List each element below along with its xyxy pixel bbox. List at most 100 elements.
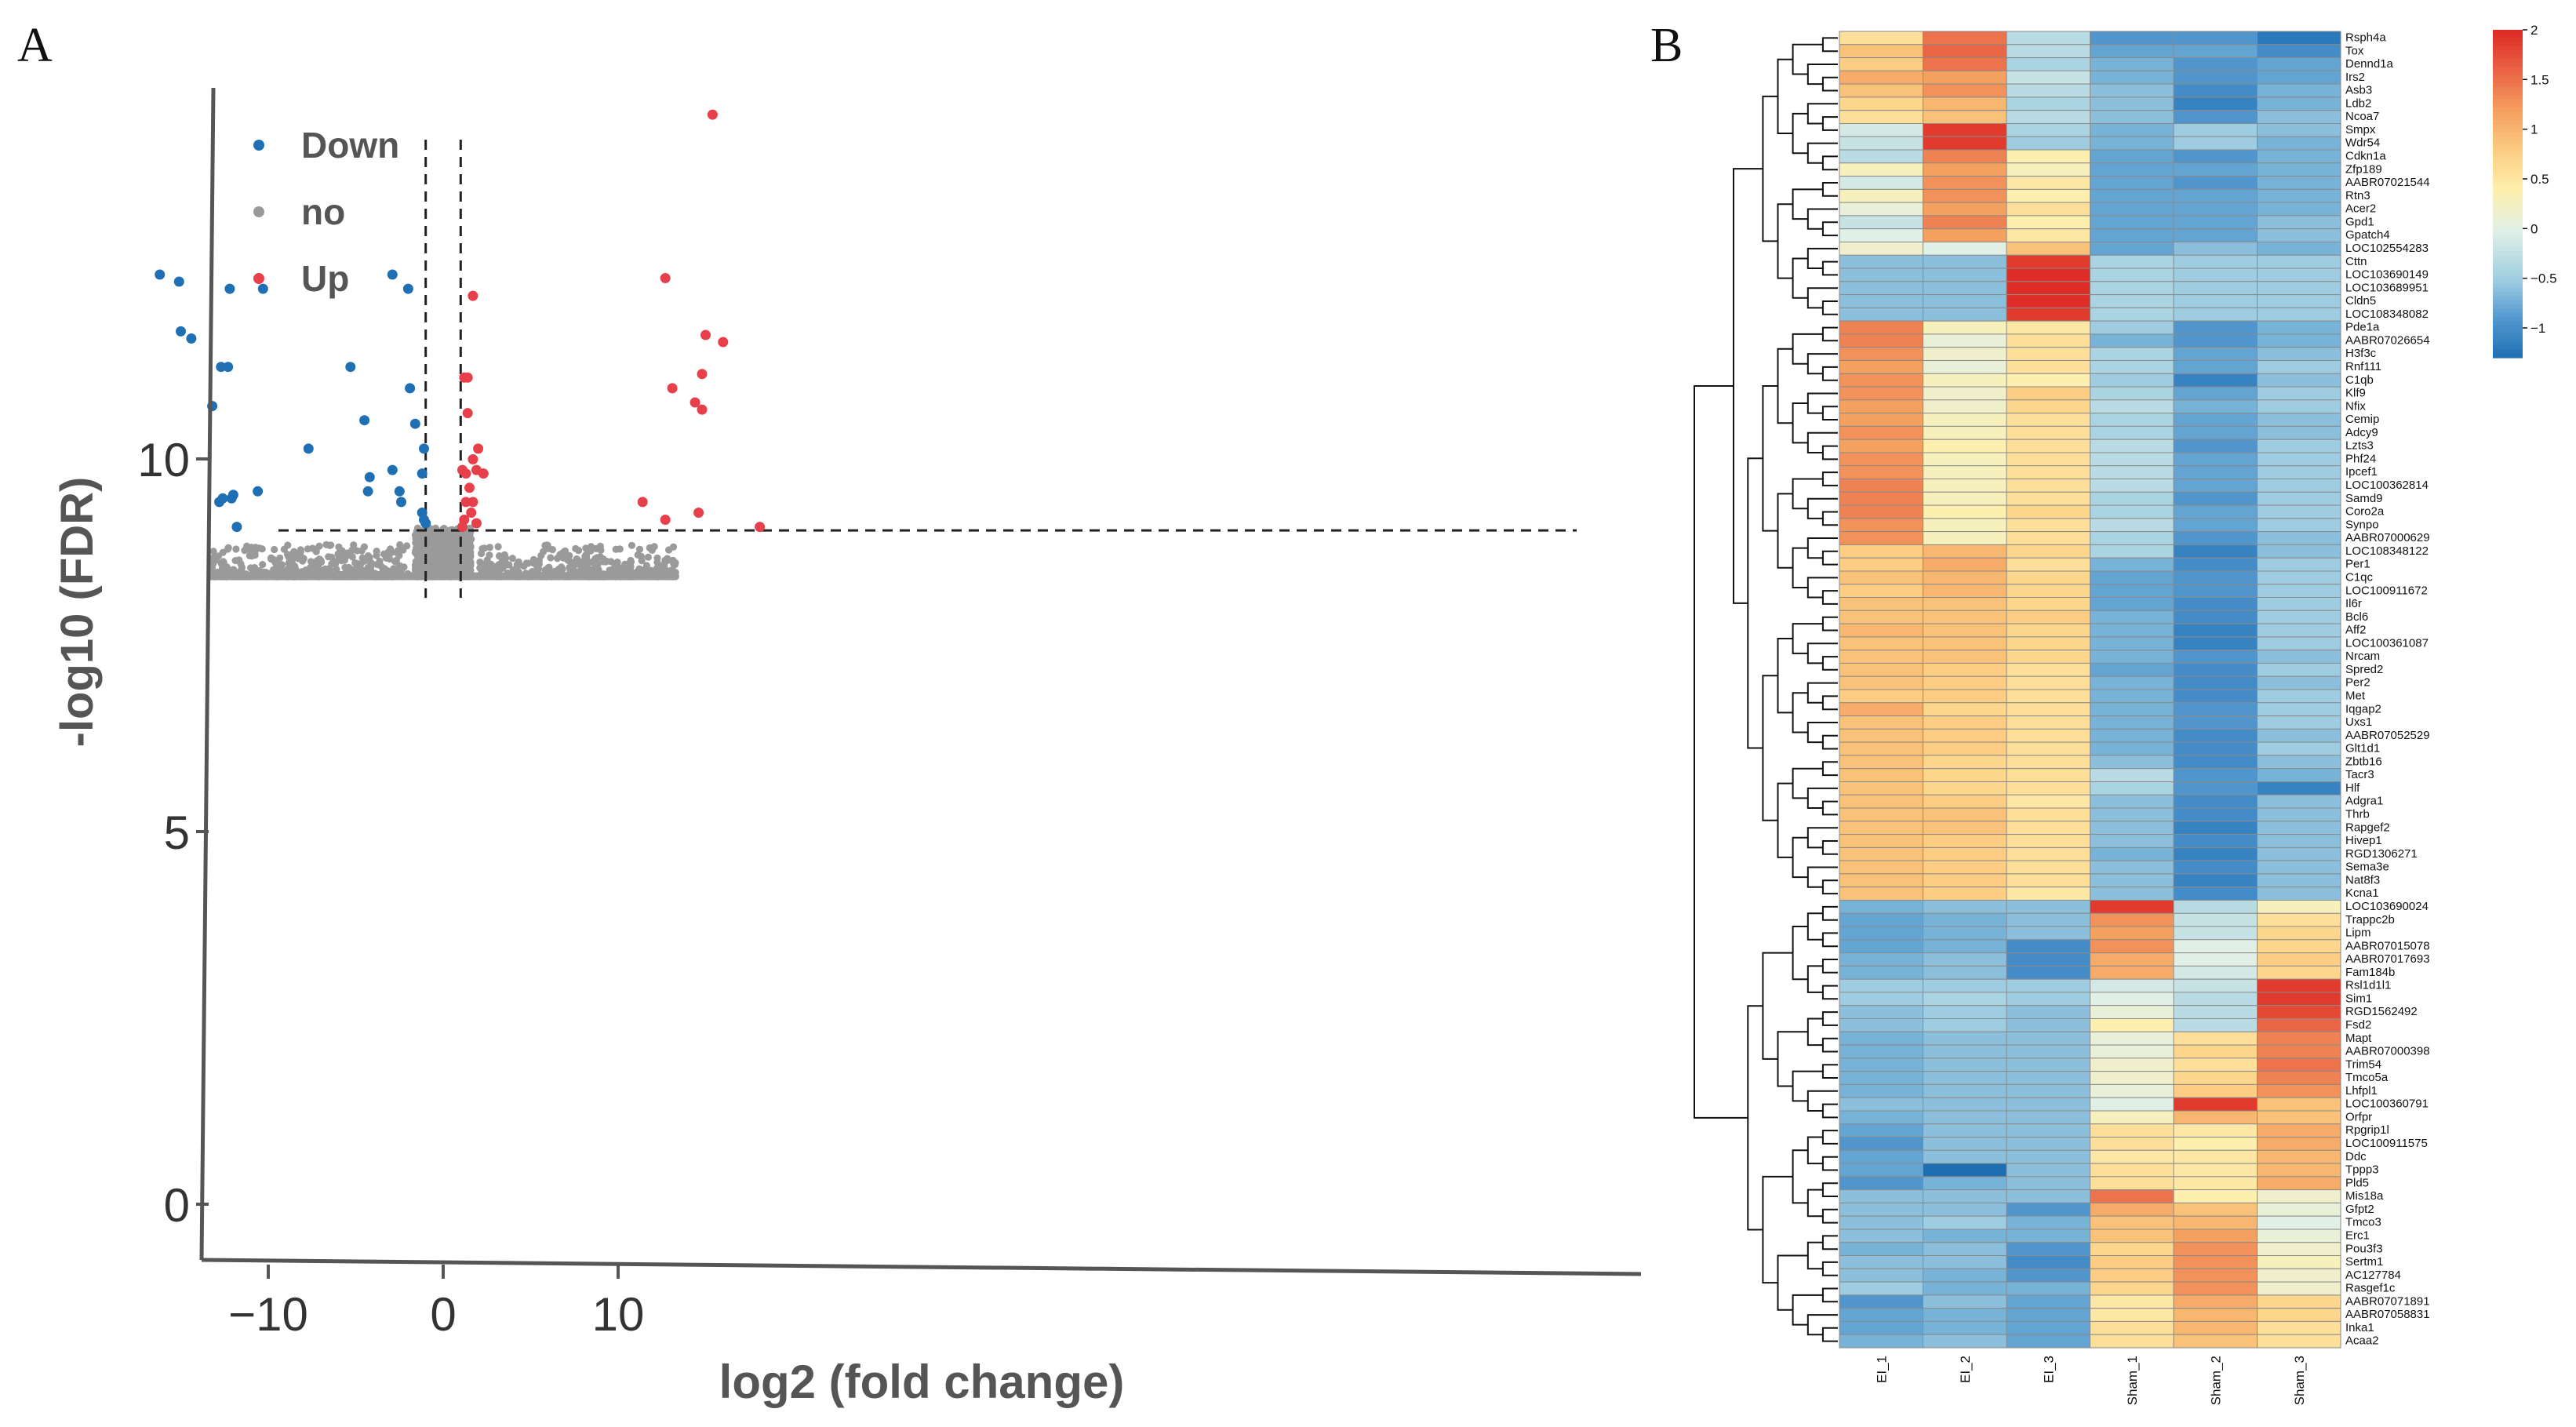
heatmap-cell <box>2257 1242 2341 1257</box>
point-down <box>217 493 228 504</box>
dendrogram-branch <box>1806 912 1823 941</box>
heatmap-cell <box>2257 1071 2341 1085</box>
dendrogram-branch <box>1821 734 1838 750</box>
colorbar-tick-label: −0.5 <box>2531 271 2557 286</box>
dendrogram-branch <box>1792 1070 1823 1102</box>
heatmap-cell <box>2257 900 2341 914</box>
heatmap-cell <box>2006 1334 2090 1349</box>
heatmap-cell <box>2173 149 2258 164</box>
colorbar-tick-label: 1.5 <box>2531 72 2549 87</box>
gene-label: Tox <box>2345 44 2364 57</box>
colorbar-segment <box>2493 214 2523 219</box>
heatmap-cell <box>1923 794 2007 809</box>
heatmap-cell <box>2257 1255 2341 1269</box>
heatmap-cell <box>2257 1176 2341 1191</box>
heatmap-cell <box>2173 992 2258 1007</box>
heatmap-cell <box>2257 846 2341 861</box>
heatmap-cell <box>1923 702 2007 717</box>
point-up <box>457 464 468 475</box>
gene-label: Rsl1d1l1 <box>2345 979 2391 992</box>
colorbar-segment <box>2493 316 2523 322</box>
heatmap-cell <box>2257 978 2341 993</box>
heatmap-cell <box>2090 1123 2174 1138</box>
dendrogram-branch <box>1806 103 1838 125</box>
point-no <box>267 554 275 562</box>
heatmap-cell <box>2006 1097 2090 1112</box>
point-no <box>277 562 285 570</box>
heatmap-cell <box>2090 636 2174 651</box>
colorbar-segment <box>2493 259 2523 264</box>
heatmap-cell <box>2173 281 2258 296</box>
heatmap-cell <box>1923 846 2007 861</box>
heatmap-cell <box>2173 755 2258 770</box>
heatmap-cell <box>2090 650 2174 664</box>
heatmap-cell <box>2257 465 2341 479</box>
heatmap-cell <box>2257 821 2341 835</box>
heatmap-cell <box>2006 57 2090 71</box>
heatmap-cell <box>2006 1229 2090 1243</box>
heatmap-cell <box>2173 1229 2258 1243</box>
point-no <box>426 545 434 553</box>
heatmap-cell <box>2257 570 2341 585</box>
heatmap-cell <box>2173 347 2258 361</box>
point-no <box>334 550 342 559</box>
heatmap-cell <box>1923 1334 2007 1349</box>
gene-label: Lhfpl1 <box>2345 1084 2378 1098</box>
dendrogram-branch <box>1821 1261 1838 1276</box>
dendrogram-branch <box>1806 208 1838 230</box>
heatmap-cell <box>2257 794 2341 809</box>
dendrogram-branch <box>1821 182 1838 197</box>
colorbar-segment <box>2493 353 2523 359</box>
gene-label: Ipcef1 <box>2345 465 2378 479</box>
heatmap-cell <box>2257 31 2341 46</box>
heatmap-cell <box>1839 886 1923 901</box>
dendrogram-branch <box>1821 37 1838 53</box>
heatmap-cell <box>1923 281 2007 296</box>
heatmap-cell <box>2006 123 2090 137</box>
point-no <box>276 554 284 562</box>
colorbar-segment <box>2493 87 2523 93</box>
sample-label: Sham_2 <box>2208 1356 2223 1405</box>
gene-label: H3f3c <box>2345 347 2377 360</box>
heatmap-cell <box>2173 465 2258 479</box>
heatmap-cell <box>1923 162 2007 177</box>
heatmap-cell <box>1923 1110 2007 1125</box>
heatmap-cell <box>1839 531 1923 545</box>
colorbar-segment <box>2493 104 2523 108</box>
point-no <box>425 534 433 543</box>
heatmap-cell <box>2257 1215 2341 1230</box>
sample-label: EI_2 <box>1958 1356 1973 1383</box>
sample-label: EI_3 <box>2041 1356 2056 1383</box>
point-no <box>509 566 517 573</box>
heatmap-cell <box>2257 1268 2341 1283</box>
heatmap-cell <box>2257 584 2341 599</box>
point-no <box>635 545 644 553</box>
colorbar-segment <box>2493 198 2523 203</box>
heatmap-cell <box>2090 728 2174 743</box>
heatmap-cell <box>2173 1163 2258 1178</box>
gene-label: Sertm1 <box>2345 1255 2383 1269</box>
colorbar-segment <box>2493 181 2523 187</box>
heatmap-cell <box>1923 860 2007 875</box>
heatmap-cell <box>1839 794 1923 809</box>
point-down <box>387 269 398 280</box>
heatmap-cell <box>2006 912 2090 927</box>
heatmap-cell <box>2006 689 2090 704</box>
point-no <box>661 556 669 564</box>
heatmap-cell <box>2257 781 2341 795</box>
heatmap-cell <box>2090 399 2174 414</box>
gene-label: Rasgef1c <box>2345 1282 2396 1295</box>
point-no <box>508 555 517 562</box>
heatmap-cell <box>2257 347 2341 361</box>
heatmap-cell <box>2257 44 2341 59</box>
heatmap-cell <box>2090 176 2174 190</box>
heatmap-cell <box>2006 926 2090 941</box>
gene-label: Gpatch4 <box>2345 228 2390 242</box>
heatmap-cell <box>2173 1334 2258 1349</box>
heatmap-cell <box>1923 1044 2007 1059</box>
point-no <box>435 550 442 558</box>
heatmap-cell <box>1839 228 1923 242</box>
heatmap-cell <box>2006 188 2090 203</box>
heatmap-cell <box>2090 96 2174 111</box>
heatmap-cell <box>1923 781 2007 795</box>
